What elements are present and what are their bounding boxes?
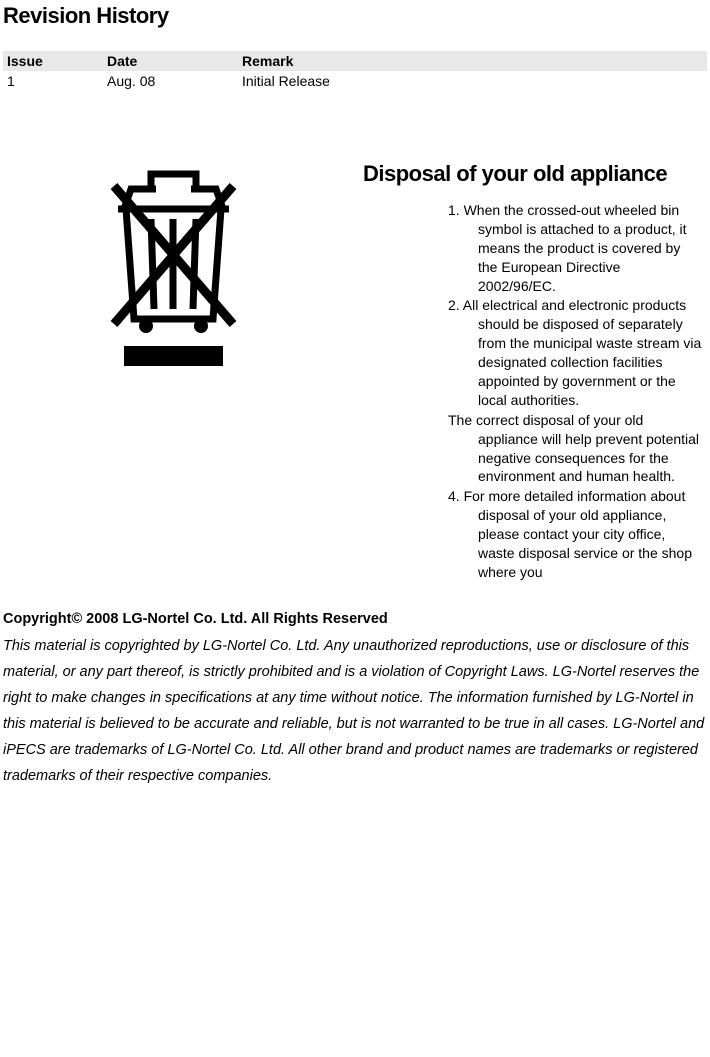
cell-date: Aug. 08 (103, 71, 238, 91)
disposal-item: 4. For more detailed information about d… (478, 487, 702, 581)
disposal-item: 1. When the crossed-out wheeled bin symb… (478, 201, 702, 295)
header-remark: Remark (238, 51, 707, 71)
disposal-section: Disposal of your old appliance 1. When t… (3, 161, 707, 583)
copyright-section: Copyright© 2008 LG-Nortel Co. Ltd. All R… (3, 611, 707, 790)
disposal-text: Disposal of your old appliance 1. When t… (363, 161, 707, 583)
header-date: Date (103, 51, 238, 71)
table-row: 1 Aug. 08 Initial Release (3, 71, 707, 91)
weee-icon-container (3, 161, 343, 583)
disposal-list: 1. When the crossed-out wheeled bin symb… (363, 201, 702, 582)
weee-bin-icon (96, 161, 251, 371)
header-issue: Issue (3, 51, 103, 71)
cell-remark: Initial Release (238, 71, 707, 91)
cell-issue: 1 (3, 71, 103, 91)
disposal-heading: Disposal of your old appliance (363, 161, 702, 187)
table-header-row: Issue Date Remark (3, 51, 707, 71)
copyright-text: This material is copyrighted by LG-Norte… (3, 633, 707, 790)
disposal-item: The correct disposal of your old applian… (478, 411, 702, 487)
disposal-item: 2. All electrical and electronic product… (478, 296, 702, 409)
revision-table: Issue Date Remark 1 Aug. 08 Initial Rele… (3, 51, 707, 91)
copyright-heading: Copyright© 2008 LG-Nortel Co. Ltd. All R… (3, 611, 707, 627)
page-title: Revision History (3, 3, 707, 29)
